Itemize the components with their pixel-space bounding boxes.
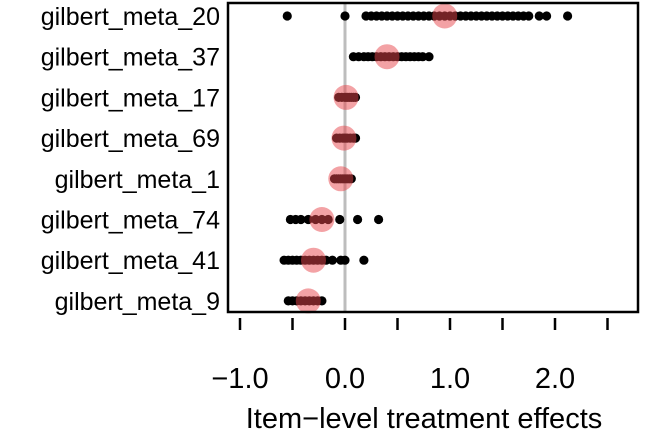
mean-marker: [432, 3, 458, 29]
y-tick-label: gilbert_meta_74: [41, 207, 220, 235]
data-point: [524, 11, 534, 21]
x-axis-label: Item−level treatment effects: [246, 403, 603, 435]
x-tick-label: 0.0: [325, 363, 365, 395]
y-tick-label: gilbert_meta_37: [41, 44, 220, 72]
mean-marker: [301, 247, 326, 273]
data-point: [340, 11, 350, 21]
mean-marker: [333, 84, 359, 110]
plot-frame: [226, 1, 640, 314]
data-point: [353, 214, 363, 225]
x-tick-label: 2.0: [535, 363, 575, 395]
mean-marker: [374, 44, 400, 70]
data-point: [335, 214, 345, 225]
x-tick-label: −1.0: [211, 363, 268, 395]
data-point: [340, 255, 350, 265]
data-point: [534, 11, 544, 21]
mean-marker: [295, 288, 321, 314]
data-point: [424, 52, 434, 62]
y-tick-label: gilbert_meta_41: [41, 247, 220, 275]
data-point: [282, 11, 292, 21]
data-point: [359, 255, 369, 265]
data-point: [563, 11, 573, 21]
y-tick-label: gilbert_meta_69: [41, 125, 220, 153]
data-point: [374, 214, 384, 225]
y-tick-label: gilbert_meta_9: [55, 288, 220, 316]
data-point: [327, 255, 337, 265]
data-point: [542, 11, 552, 21]
mean-marker: [331, 125, 357, 151]
y-tick-label: gilbert_meta_1: [55, 166, 220, 194]
y-tick-label: gilbert_meta_20: [41, 3, 220, 31]
data-point: [296, 214, 306, 225]
y-tick-label: gilbert_meta_17: [41, 84, 220, 112]
x-tick-label: 1.0: [430, 363, 470, 395]
data-point: [418, 52, 428, 62]
mean-marker: [328, 166, 354, 192]
mean-marker: [309, 207, 335, 232]
